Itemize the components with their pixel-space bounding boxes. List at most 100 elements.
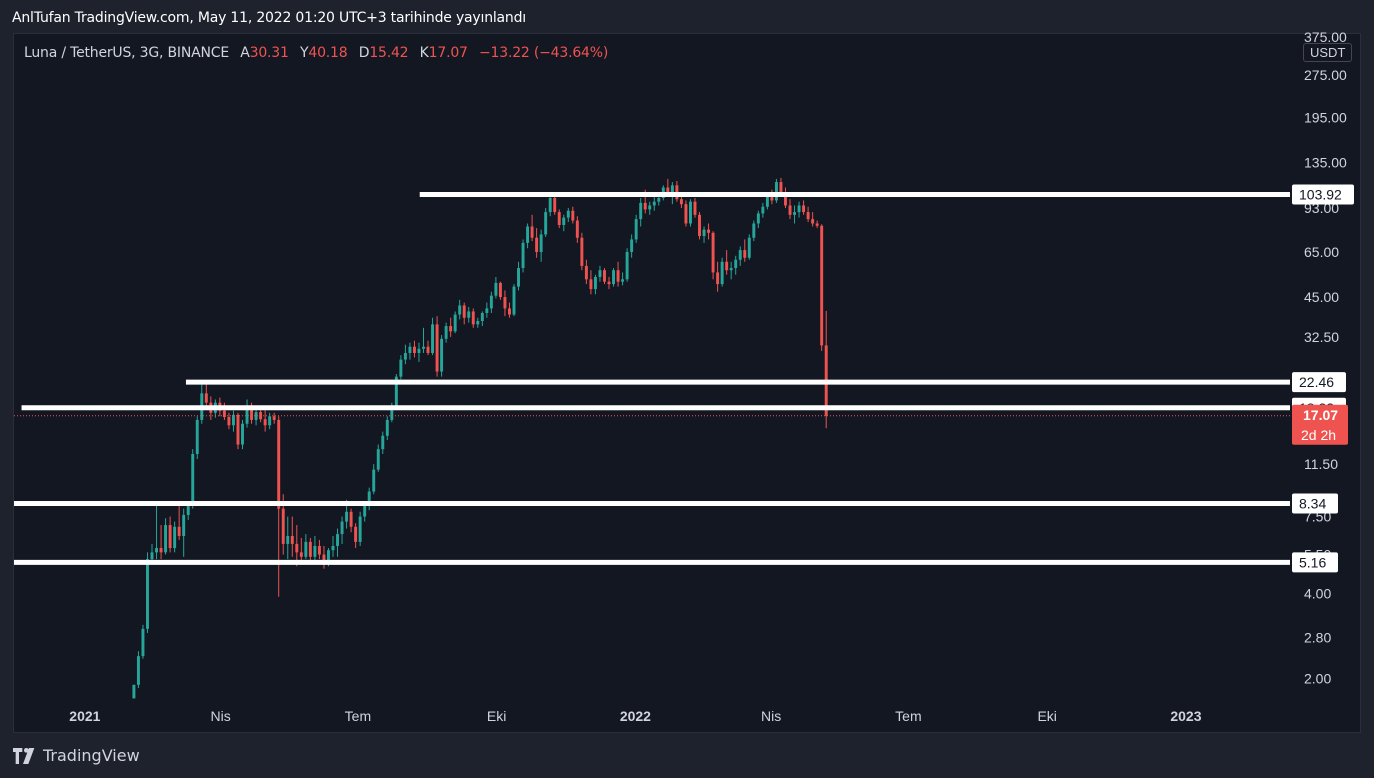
tradingview-logo[interactable]: TradingView [13, 746, 140, 765]
candle[interactable] [422, 327, 425, 353]
candle[interactable] [191, 449, 195, 509]
candle[interactable] [507, 302, 511, 318]
candle[interactable] [820, 224, 824, 351]
candle[interactable] [462, 302, 466, 325]
candle[interactable] [774, 178, 778, 203]
candle[interactable] [245, 399, 249, 428]
candle[interactable] [494, 276, 498, 299]
candle[interactable] [716, 261, 720, 292]
candle[interactable] [607, 276, 611, 290]
candle[interactable] [752, 220, 756, 242]
candle[interactable] [815, 220, 819, 229]
candle[interactable] [227, 412, 231, 430]
candle[interactable] [512, 284, 516, 317]
candle[interactable] [308, 537, 312, 564]
candle[interactable] [720, 257, 724, 287]
candle[interactable] [729, 261, 733, 280]
candle[interactable] [793, 205, 797, 224]
candle[interactable] [756, 210, 760, 229]
candle[interactable] [761, 202, 765, 218]
candle[interactable] [399, 355, 403, 380]
candle[interactable] [295, 525, 299, 567]
candle[interactable] [146, 552, 149, 633]
candle[interactable] [336, 528, 339, 557]
candle[interactable] [702, 226, 706, 243]
candle[interactable] [743, 239, 747, 262]
candle[interactable] [480, 311, 484, 327]
candle[interactable] [824, 310, 828, 429]
candle[interactable] [381, 431, 385, 454]
candle[interactable] [571, 206, 575, 224]
candle[interactable] [557, 209, 561, 229]
candle[interactable] [517, 261, 520, 291]
candle[interactable] [806, 206, 810, 223]
candle[interactable] [204, 381, 208, 410]
candle[interactable] [566, 208, 570, 223]
candle[interactable] [802, 200, 806, 215]
candle[interactable] [630, 234, 634, 258]
candle[interactable] [784, 187, 787, 209]
candle[interactable] [453, 311, 457, 334]
candle[interactable] [612, 268, 616, 287]
candle[interactable] [304, 534, 308, 560]
candle[interactable] [788, 199, 792, 220]
candle[interactable] [331, 535, 335, 557]
candle[interactable] [548, 195, 552, 217]
candle[interactable] [679, 195, 683, 209]
candle[interactable] [562, 214, 566, 232]
candle[interactable] [195, 416, 199, 459]
candle[interactable] [639, 197, 643, 227]
candle[interactable] [575, 216, 579, 243]
candle[interactable] [498, 281, 502, 300]
candle[interactable] [317, 539, 321, 560]
candle[interactable] [625, 248, 629, 282]
candle[interactable] [354, 523, 358, 549]
candle[interactable] [530, 214, 534, 242]
candle[interactable] [584, 259, 588, 285]
candle[interactable] [254, 409, 258, 426]
candle[interactable] [376, 444, 380, 472]
candle[interactable] [526, 223, 530, 249]
candle[interactable] [385, 416, 389, 441]
candle[interactable] [648, 201, 652, 215]
candle[interactable] [449, 317, 453, 337]
candle[interactable] [222, 402, 226, 420]
candle[interactable] [652, 195, 656, 211]
candle[interactable] [580, 232, 584, 271]
candle[interactable] [544, 208, 548, 237]
candle[interactable] [593, 274, 597, 295]
candle[interactable] [539, 229, 543, 262]
candle[interactable] [603, 268, 606, 285]
candle[interactable] [403, 344, 407, 365]
candle[interactable] [616, 261, 620, 287]
candle[interactable] [675, 180, 679, 202]
candle[interactable] [236, 412, 240, 450]
candle[interactable] [725, 250, 729, 275]
candle[interactable] [313, 535, 317, 562]
candle[interactable] [182, 508, 186, 557]
candle[interactable] [738, 246, 742, 266]
candle[interactable] [535, 228, 539, 258]
candle[interactable] [426, 340, 430, 356]
candle[interactable] [290, 516, 294, 557]
candle[interactable] [231, 410, 235, 432]
candle[interactable] [277, 416, 281, 597]
candle[interactable] [440, 335, 444, 377]
candle[interactable] [241, 419, 244, 450]
candle[interactable] [634, 214, 638, 243]
candle[interactable] [159, 525, 163, 560]
candle[interactable] [467, 306, 471, 323]
candle[interactable] [435, 316, 439, 377]
candle[interactable] [136, 651, 140, 689]
candle[interactable] [598, 265, 602, 282]
candle[interactable] [476, 317, 480, 328]
candle[interactable] [811, 212, 815, 227]
candle[interactable] [200, 380, 204, 424]
candle[interactable] [408, 342, 412, 360]
candle[interactable] [734, 255, 738, 275]
candle[interactable] [688, 199, 692, 227]
candle[interactable] [797, 201, 801, 218]
candle[interactable] [471, 308, 475, 328]
candle[interactable] [693, 197, 697, 218]
